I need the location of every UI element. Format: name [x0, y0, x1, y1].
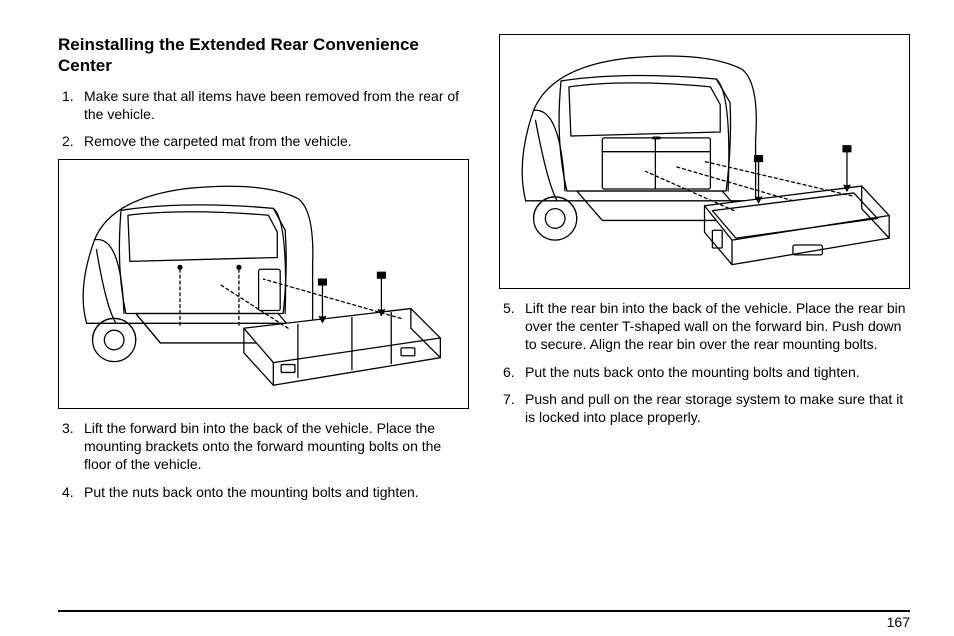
- steps-list-part3: Lift the rear bin into the back of the v…: [499, 299, 910, 426]
- vehicle-forward-bin-svg: [67, 168, 460, 400]
- step-7: Push and pull on the rear storage system…: [499, 390, 910, 426]
- step-5: Lift the rear bin into the back of the v…: [499, 299, 910, 354]
- vehicle-rear-bin-svg: [508, 43, 901, 280]
- step-4: Put the nuts back onto the mounting bolt…: [58, 483, 469, 501]
- manual-page: Reinstalling the Extended Rear Convenien…: [0, 0, 954, 636]
- figure-forward-bin: [58, 159, 469, 409]
- step-2: Remove the carpeted mat from the vehicle…: [58, 132, 469, 150]
- page-number: 167: [887, 614, 910, 630]
- step-3: Lift the forward bin into the back of th…: [58, 419, 469, 474]
- left-column: Reinstalling the Extended Rear Convenien…: [58, 34, 469, 616]
- section-heading: Reinstalling the Extended Rear Convenien…: [58, 34, 469, 77]
- step-1: Make sure that all items have been remov…: [58, 87, 469, 123]
- footer-rule: [58, 610, 910, 612]
- right-column: Lift the rear bin into the back of the v…: [499, 34, 910, 616]
- steps-list-part2: Lift the forward bin into the back of th…: [58, 419, 469, 501]
- steps-list-part1: Make sure that all items have been remov…: [58, 87, 469, 151]
- step-6: Put the nuts back onto the mounting bolt…: [499, 363, 910, 381]
- figure-rear-bin: [499, 34, 910, 289]
